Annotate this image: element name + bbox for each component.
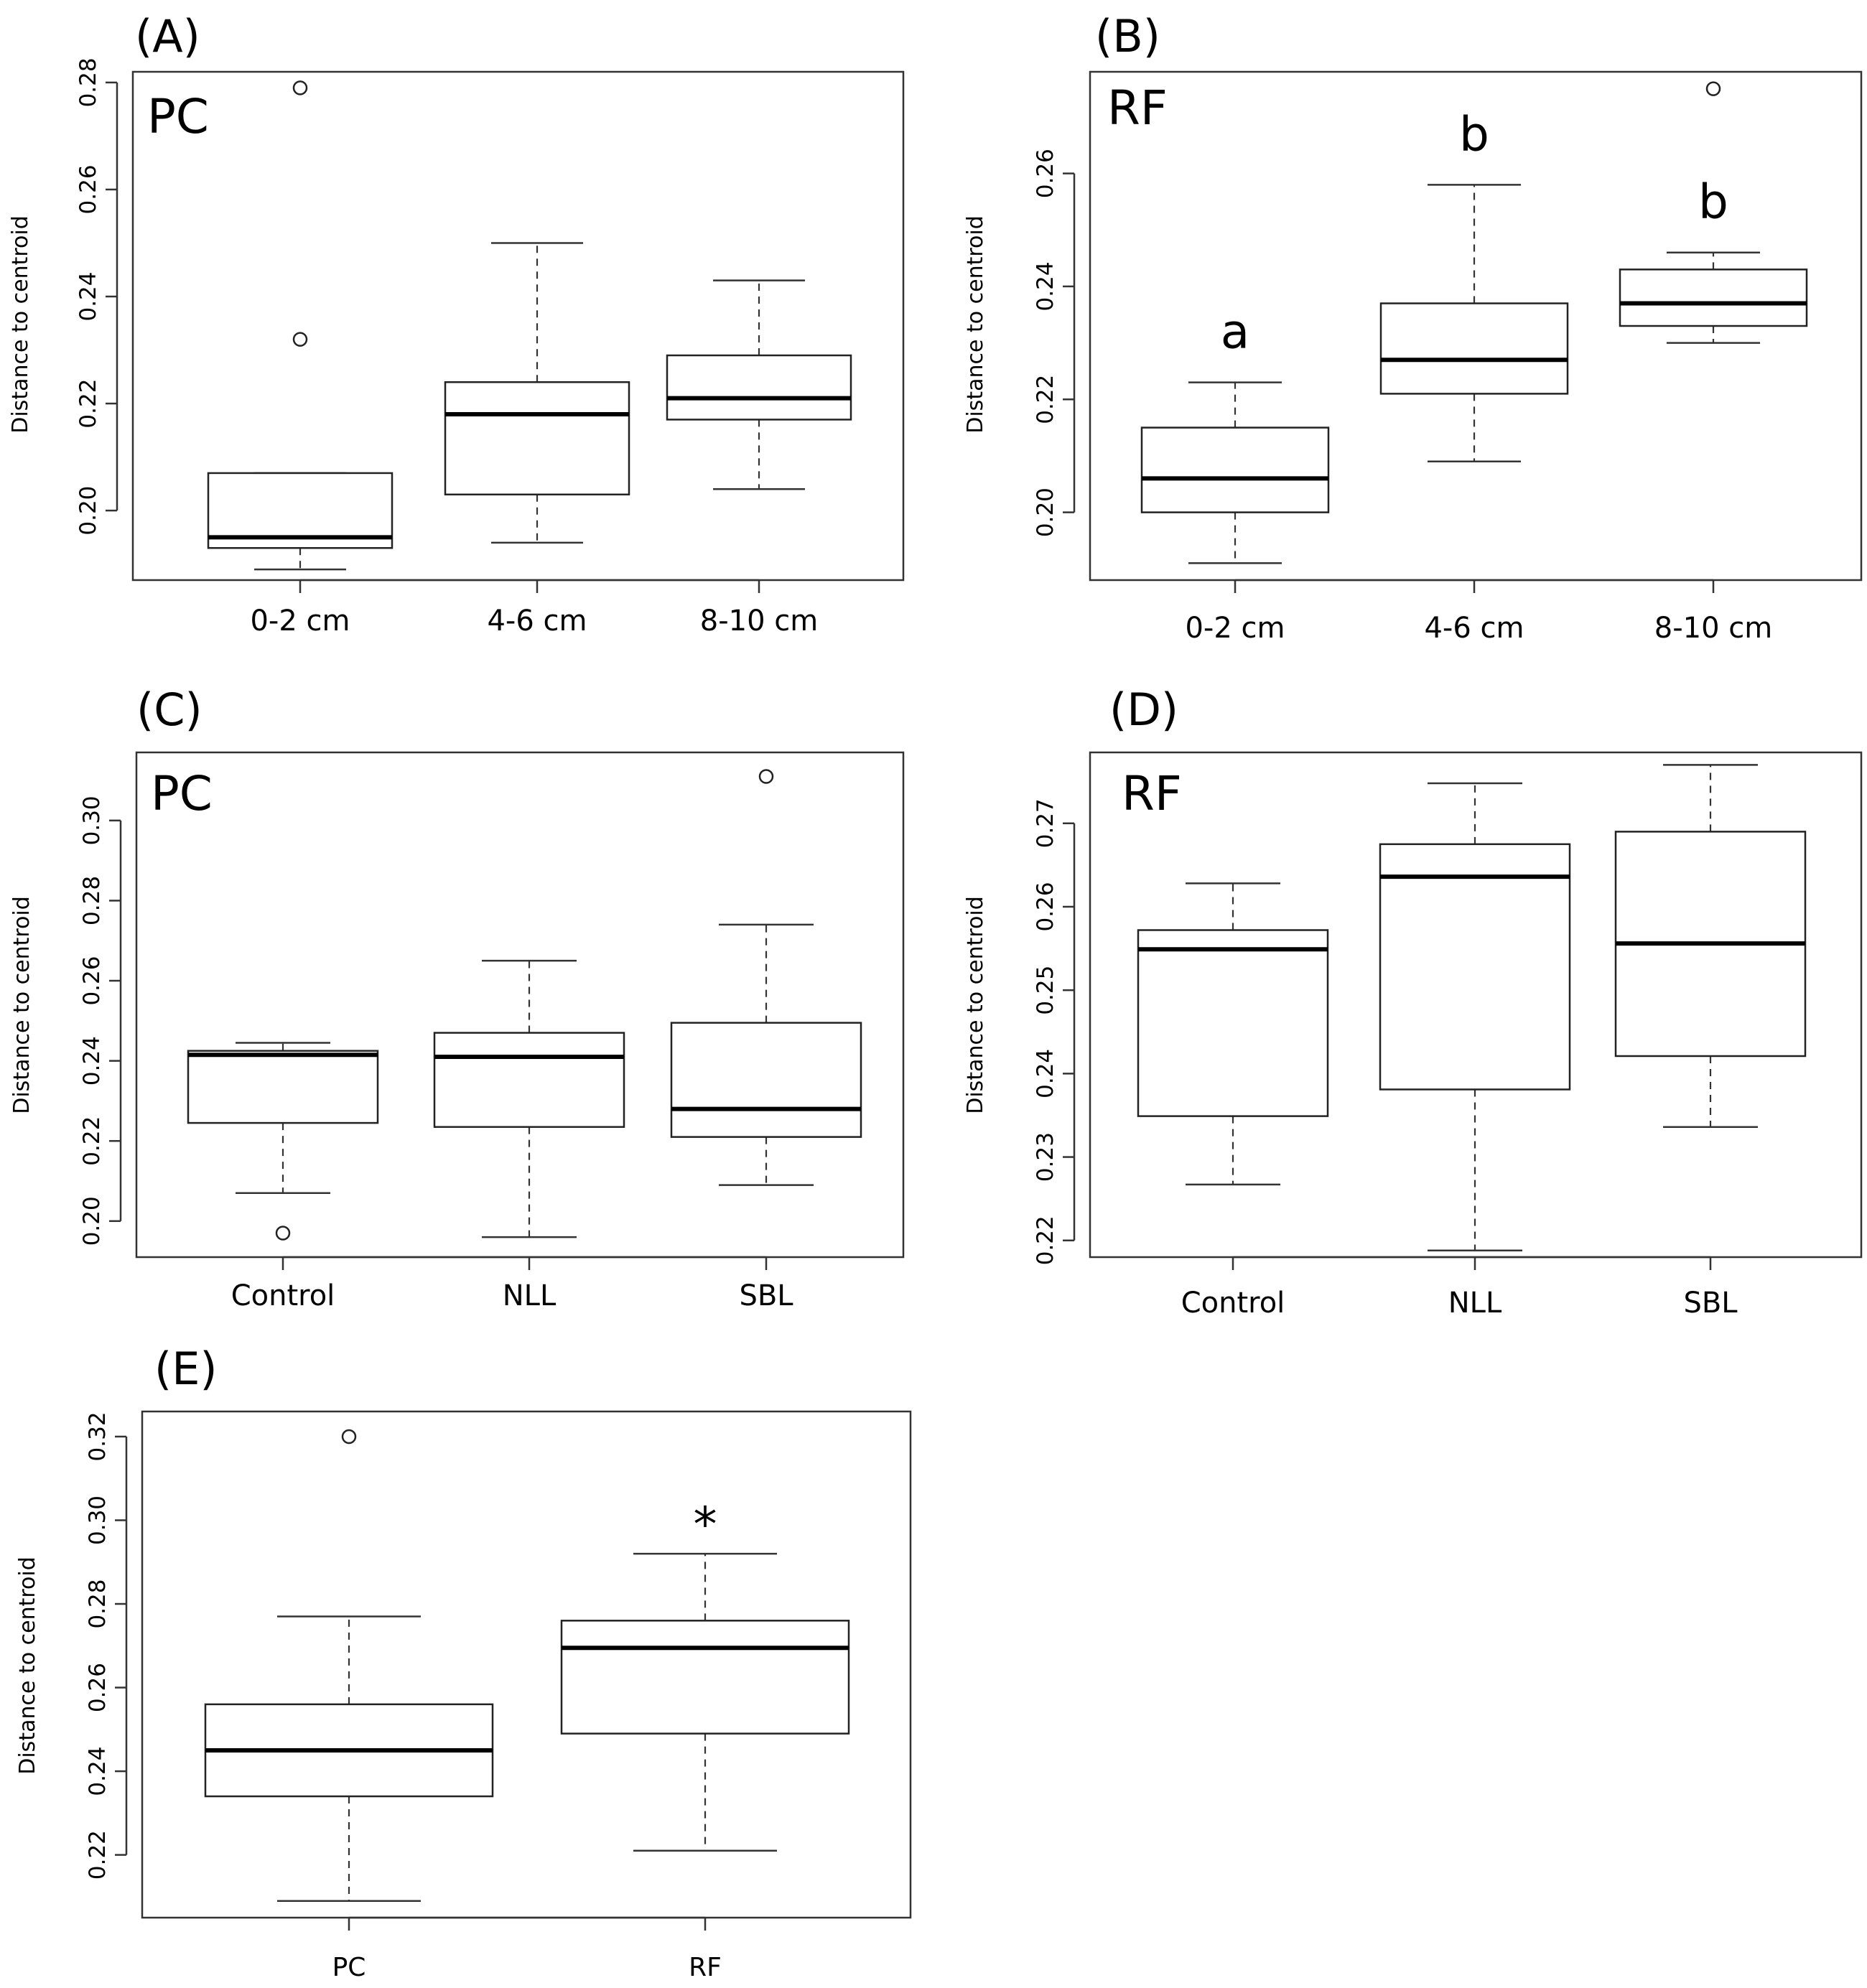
panel-group-label: PC xyxy=(151,766,213,821)
box-pc xyxy=(204,1429,494,1902)
y-tick-label: 0.22 xyxy=(75,379,101,429)
panel-letter: (B) xyxy=(1095,10,1160,62)
y-tick-label: 0.22 xyxy=(79,1116,105,1166)
panel-c: (C) PC Distance to centroid 0.20 0.22 0.24 0.2… xyxy=(9,683,905,1312)
box-rf: * xyxy=(560,1497,850,1852)
panel-d: (D) RF Distance to centroid 0.22 0.23 0.24 0.2… xyxy=(963,683,1863,1320)
panel-letter: (A) xyxy=(135,10,200,62)
outlier-point xyxy=(275,1226,291,1241)
significance-label: a xyxy=(1221,304,1249,360)
y-axis-label: Distance to centroid xyxy=(963,896,988,1114)
x-tick-label: NLL xyxy=(1448,1287,1502,1320)
box-nll xyxy=(1379,782,1571,1251)
x-tick-label: 4-6 cm xyxy=(487,605,587,638)
x-tick-label: 4-6 cm xyxy=(1424,612,1524,645)
box-control xyxy=(1137,882,1329,1186)
box-4-6-cm: b xyxy=(1379,106,1569,463)
panel-group-label: PC xyxy=(147,89,209,144)
iqr-box xyxy=(1140,426,1330,513)
box-nll xyxy=(433,959,625,1238)
y-tick-label: 0.20 xyxy=(79,1196,105,1246)
y-tick-label: 0.20 xyxy=(1033,487,1058,537)
y-tick-label: 0.22 xyxy=(1033,375,1058,424)
x-tick-label: 0-2 cm xyxy=(250,605,350,638)
y-tick-label: 0.24 xyxy=(79,1036,105,1086)
x-tick-label: Control xyxy=(1181,1287,1285,1320)
panel-letter: (C) xyxy=(136,683,202,736)
outlier-point xyxy=(292,80,308,95)
panel-group-label: RF xyxy=(1122,766,1182,821)
y-tick-label: 0.26 xyxy=(85,1663,111,1712)
y-tick-label: 0.23 xyxy=(1033,1132,1058,1182)
panel-letter: (D) xyxy=(1109,683,1178,736)
x-tick-label: 8-10 cm xyxy=(700,605,818,638)
panel-group-label: RF xyxy=(1107,80,1168,136)
y-tick-label: 0.28 xyxy=(75,57,101,107)
iqr-box xyxy=(1137,929,1329,1117)
y-axis-label: Distance to centroid xyxy=(963,215,988,434)
box-4-6-cm xyxy=(444,242,630,544)
panel-e: (E) Distance to centroid 0.22 0.24 0.26 0.28 0… xyxy=(15,1343,912,1982)
y-tick-label: 0.20 xyxy=(75,486,101,536)
box-0-2-cm: a xyxy=(1140,304,1330,564)
outlier-point xyxy=(758,769,774,784)
panel-letter: (E) xyxy=(154,1343,218,1395)
y-tick-label: 0.22 xyxy=(1033,1215,1058,1265)
y-tick-label: 0.22 xyxy=(85,1830,111,1880)
outlier-point xyxy=(341,1429,357,1445)
iqr-box xyxy=(433,1032,625,1128)
y-tick-label: 0.26 xyxy=(1033,149,1058,198)
y-tick-label: 0.24 xyxy=(1033,261,1058,311)
x-tick-label: SBL xyxy=(739,1279,793,1312)
panel-b: (B) RF Distance to centroid 0.20 0.22 0.24 0.2… xyxy=(963,10,1863,645)
y-tick-label: 0.32 xyxy=(85,1411,111,1461)
box-sbl xyxy=(670,769,862,1186)
box-8-10-cm: b xyxy=(1619,81,1808,344)
outlier-point xyxy=(1705,81,1721,96)
box-8-10-cm xyxy=(666,279,852,490)
x-tick-label: RF xyxy=(689,1953,722,1982)
iqr-box xyxy=(670,1022,862,1138)
y-tick-label: 0.27 xyxy=(1033,798,1058,848)
plot-frame xyxy=(135,751,905,1259)
y-axis-label: Distance to centroid xyxy=(15,1557,40,1775)
x-tick-label: NLL xyxy=(503,1279,557,1312)
y-tick-label: 0.28 xyxy=(85,1579,111,1629)
x-tick-label: 8-10 cm xyxy=(1654,612,1772,645)
box-sbl xyxy=(1614,764,1807,1128)
y-tick-label: 0.24 xyxy=(1033,1049,1058,1098)
y-tick-label: 0.30 xyxy=(79,795,105,845)
y-tick-label: 0.26 xyxy=(1033,882,1058,931)
significance-label: b xyxy=(1459,106,1489,162)
x-tick-label: Control xyxy=(231,1279,335,1312)
iqr-box xyxy=(1379,302,1569,395)
iqr-box xyxy=(560,1620,850,1735)
significance-label: * xyxy=(694,1497,717,1552)
iqr-box xyxy=(444,381,630,496)
y-axis-label: Distance to centroid xyxy=(8,215,33,434)
x-tick-label: 0-2 cm xyxy=(1185,612,1285,645)
iqr-box xyxy=(1619,269,1808,327)
box-0-2-cm xyxy=(207,80,394,571)
iqr-box xyxy=(1379,843,1571,1091)
iqr-box xyxy=(187,1050,379,1124)
y-tick-label: 0.28 xyxy=(79,876,105,925)
y-tick-label: 0.24 xyxy=(85,1747,111,1796)
y-tick-label: 0.26 xyxy=(79,956,105,1006)
y-tick-label: 0.30 xyxy=(85,1495,111,1545)
box-control xyxy=(187,1042,379,1241)
y-tick-label: 0.24 xyxy=(75,271,101,321)
y-tick-label: 0.26 xyxy=(75,164,101,214)
y-tick-label: 0.25 xyxy=(1033,966,1058,1015)
x-tick-label: SBL xyxy=(1683,1287,1738,1320)
significance-label: b xyxy=(1698,174,1728,230)
x-tick-label: PC xyxy=(332,1953,366,1982)
outlier-point xyxy=(292,332,308,347)
y-axis-label: Distance to centroid xyxy=(9,896,34,1114)
iqr-box xyxy=(666,354,852,421)
panel-a: (A) PC Distance to centroid 0.20 0.22 0.24 0.2… xyxy=(8,10,905,638)
